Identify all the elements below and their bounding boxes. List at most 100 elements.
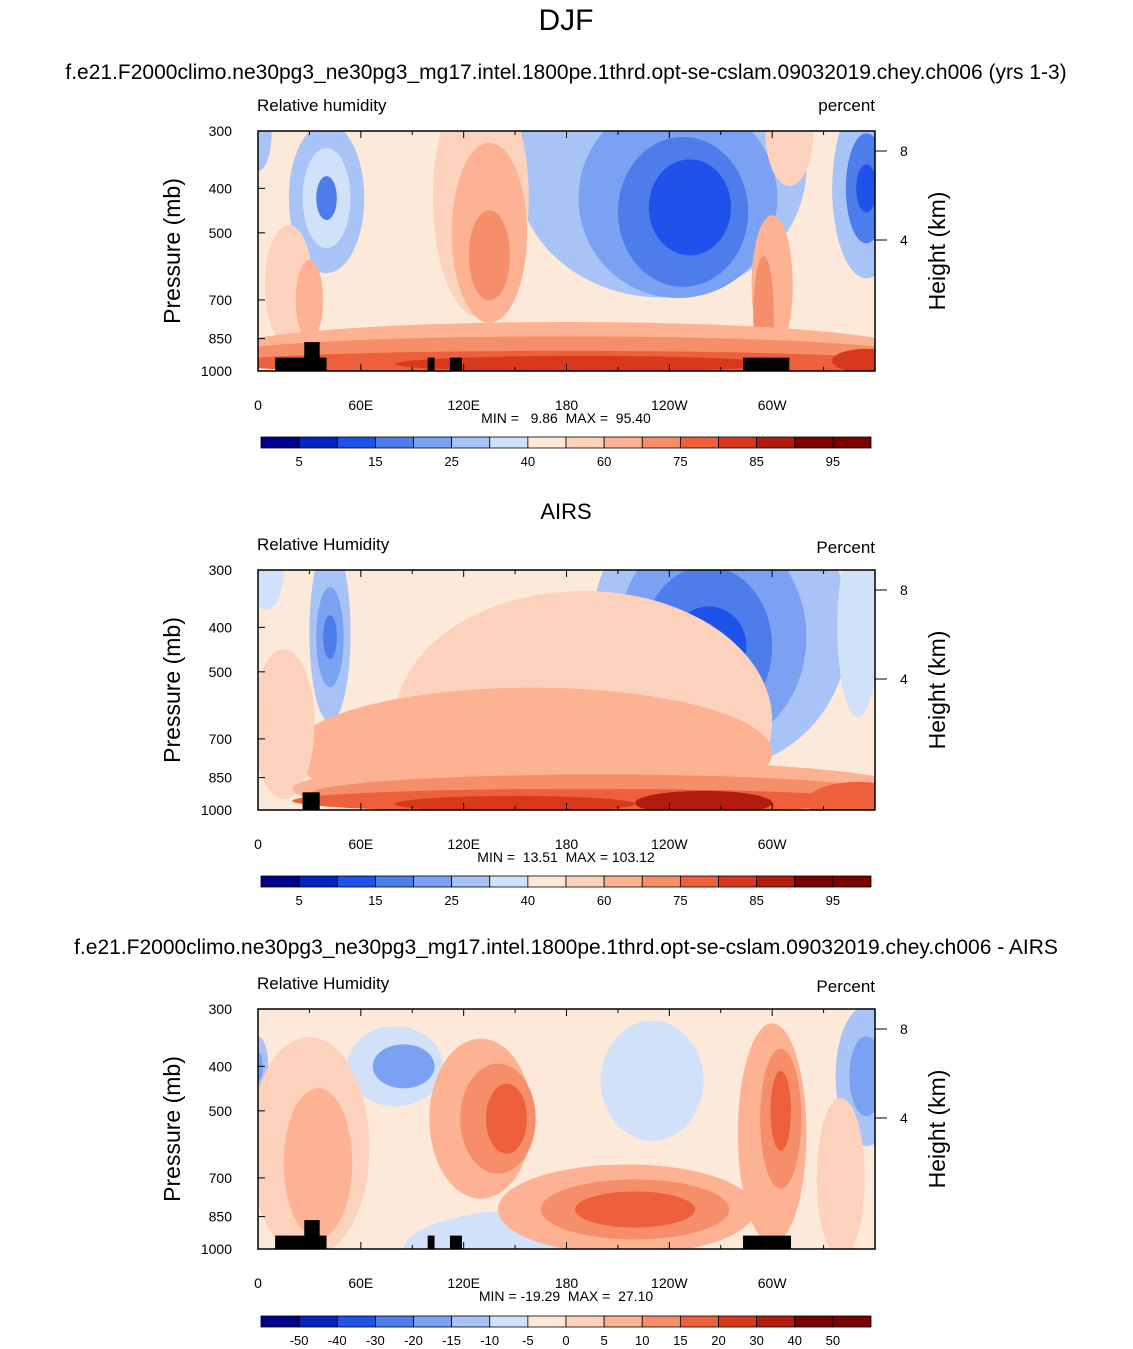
colorbar-box <box>718 875 758 888</box>
height-tick-label: 4 <box>900 1110 908 1126</box>
contour-region <box>468 210 510 301</box>
axis-ticks: 0 60E 120E 180 120W 60W 300 400 500 700 850 1000 8 4 <box>201 123 908 413</box>
axis-ticks: 0 60E 120E 180 120W 60W 300 400 500 700 850 1000 8 4 <box>201 562 908 852</box>
colorbar-box <box>718 1315 758 1328</box>
colorbar-box <box>756 1315 796 1328</box>
colorbar-box <box>489 875 529 888</box>
contour-region <box>770 1070 792 1151</box>
colorbar-label: 60 <box>597 893 611 908</box>
y-axis-label: Pressure (mb) <box>159 1056 185 1202</box>
y-tick-label: 300 <box>209 123 233 139</box>
colorbar-box <box>260 436 300 449</box>
colorbar-label: 15 <box>368 454 382 469</box>
colorbar-box <box>603 436 643 449</box>
x-tick-label: 120E <box>447 836 480 852</box>
colorbar-label: 75 <box>673 454 687 469</box>
y-tick-label: 850 <box>209 331 233 347</box>
y-axis-label: Pressure (mb) <box>159 617 185 763</box>
colorbar-label: 40 <box>788 1333 802 1348</box>
contour-region <box>648 159 732 256</box>
colorbar-box <box>260 1315 300 1328</box>
colorbar-box <box>413 1315 453 1328</box>
panel-title: f.e21.F2000climo.ne30pg3_ne30pg3_mg17.in… <box>74 936 1058 959</box>
contour-region <box>832 348 875 371</box>
height-tick-label: 4 <box>900 232 908 248</box>
contour-region <box>395 355 773 371</box>
topography-mask <box>427 357 435 371</box>
x-tick-label: 60E <box>348 836 373 852</box>
contour-region <box>600 1020 704 1141</box>
height-tick-label: 8 <box>900 1021 908 1037</box>
y-tick-label: 400 <box>209 1058 233 1074</box>
colorbar-box <box>527 1315 567 1328</box>
x-tick-label: 120E <box>447 397 480 413</box>
colorbar-label: 30 <box>749 1333 763 1348</box>
contour-region <box>856 164 875 213</box>
contour-region <box>806 781 875 810</box>
topography-mask <box>743 1235 792 1249</box>
height-tick-label: 8 <box>900 143 908 159</box>
contour-region <box>323 615 337 660</box>
contour-region <box>258 649 315 800</box>
heatmap-field <box>258 1009 875 1249</box>
x-tick-label: 0 <box>254 397 262 413</box>
colorbar-label: -30 <box>366 1333 385 1348</box>
y-tick-label: 400 <box>209 619 233 635</box>
colorbar-box <box>260 875 300 888</box>
colorbar-box <box>603 875 643 888</box>
units-label: Percent <box>816 538 875 557</box>
colorbar-label: 25 <box>444 893 458 908</box>
contour-region <box>316 176 337 221</box>
contour-region <box>372 1044 435 1089</box>
contour-region <box>837 570 875 718</box>
colorbar-box <box>336 436 376 449</box>
colorbar-box <box>718 436 758 449</box>
colorbar-label: 75 <box>673 893 687 908</box>
colorbar-label: 5 <box>296 893 303 908</box>
colorbar-box <box>451 1315 491 1328</box>
panel-model: f.e21.F2000climo.ne30pg3_ne30pg3_mg17.in… <box>65 61 1066 469</box>
colorbar-label: 0 <box>562 1333 569 1348</box>
colorbar-box <box>641 875 681 888</box>
contour-region <box>635 790 773 810</box>
x-tick-label: 60E <box>348 1275 373 1291</box>
colorbar-box <box>298 1315 338 1328</box>
colorbar-label: 5 <box>601 1333 608 1348</box>
colorbar: -50 -40 -30 -20 -15 -10 -5 0 5 10 15 20 30 40 50 <box>260 1315 872 1348</box>
x-tick-label: 60W <box>758 397 788 413</box>
height-tick-label: 8 <box>900 582 908 598</box>
x-tick-label: 0 <box>254 1275 262 1291</box>
axis-ticks: 0 60E 120E 180 120W 60W 300 400 500 700 850 1000 8 4 <box>201 1001 908 1291</box>
x-tick-label: 120W <box>651 397 688 413</box>
colorbar-box <box>565 875 605 888</box>
colorbar-box <box>336 875 376 888</box>
y-tick-label: 700 <box>209 1170 233 1186</box>
topography-mask <box>304 342 320 371</box>
contour-region <box>258 570 284 610</box>
height-tick-label: 4 <box>900 671 908 687</box>
topography-mask <box>302 792 320 810</box>
colorbar-label: 60 <box>597 454 611 469</box>
colorbar-box <box>413 436 453 449</box>
x-tick-label: 120W <box>651 1275 688 1291</box>
y-axis-right-label: Height (km) <box>924 192 950 311</box>
colorbar-label: -50 <box>290 1333 309 1348</box>
topography-mask <box>449 357 462 371</box>
contour-region <box>849 1036 875 1117</box>
colorbar-label: -15 <box>442 1333 461 1348</box>
colorbar-box <box>641 436 681 449</box>
x-tick-label: 180 <box>555 397 579 413</box>
y-axis-label: Pressure (mb) <box>159 178 185 324</box>
colorbar-label: 40 <box>521 893 535 908</box>
colorbar-box <box>832 1315 872 1328</box>
colorbar: 5 15 25 40 60 75 85 95 <box>260 875 872 908</box>
topography-mask <box>449 1235 462 1249</box>
contour-region <box>816 1097 865 1249</box>
colorbar-box <box>832 436 872 449</box>
x-tick-label: 120W <box>651 836 688 852</box>
figure-title: DJF <box>539 4 594 37</box>
panel-title: AIRS <box>540 499 591 524</box>
colorbar-label: 15 <box>673 1333 687 1348</box>
colorbar-box <box>298 436 338 449</box>
